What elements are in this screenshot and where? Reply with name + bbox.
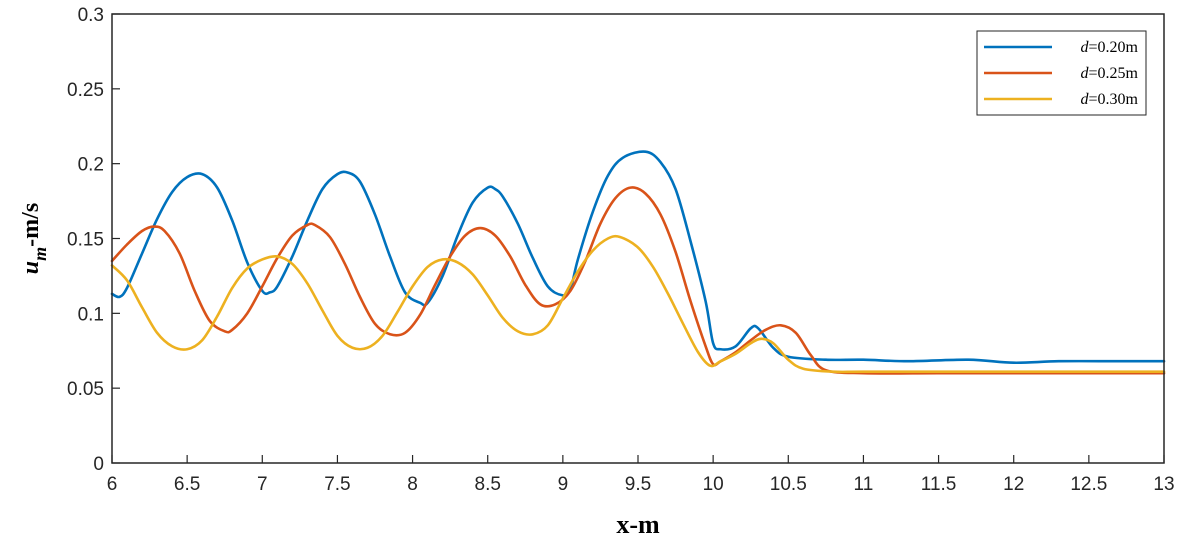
x-tick-label: 10.5 [770,474,807,495]
y-tick-label: 0.05 [67,379,104,400]
y-tick-label: 0.2 [78,155,104,176]
ticks-layer: 6 6.5 7 7.5 8 8.5 9 9.5 10 10.5 11 11.5 12 12.5 13 0 0.0… [67,5,1175,495]
x-tick-label: 9 [558,474,569,495]
legend-label-symbol: d [1081,65,1090,82]
y-tick-label: 0.1 [78,304,104,325]
y-label-unit: -m/s [18,203,44,247]
y-tick-label: 0 [93,454,104,475]
legend-label-symbol: d [1081,39,1090,56]
x-tick-label: 7 [257,474,268,495]
lines-layer [110,150,1166,375]
series-line-3 [110,234,1166,374]
x-tick-label: 8.5 [475,474,501,495]
x-tick-label: 9.5 [625,474,651,495]
legend-label: d=0.25m [1081,65,1139,82]
legend-label: d=0.20m [1081,39,1139,56]
x-tick-label: 12 [1003,474,1024,495]
legend-label-symbol: d [1081,91,1090,108]
y-label-symbol: u [18,261,44,274]
plot-frame [111,13,1165,464]
legend-label-value: =0.30m [1089,91,1139,108]
x-tick-label: 6.5 [174,474,200,495]
y-tick-label: 0.25 [67,80,104,101]
y-tick-label: 0.15 [67,230,104,251]
legend-label-value: =0.20m [1089,39,1139,56]
x-tick-label: 11.5 [921,474,957,495]
legend-label: d=0.30m [1081,91,1139,108]
legend-label-value: =0.25m [1089,65,1139,82]
x-tick-label: 11 [854,474,874,495]
x-axis-label: x-m [616,510,660,539]
x-tick-label: 10 [703,474,724,495]
y-axis-label: um-m/s [18,203,50,274]
x-tick-label: 13 [1153,474,1174,495]
y-label-subscript: m [30,247,50,261]
series-line-1 [110,150,1166,365]
x-tick-label: 6 [107,474,118,495]
x-tick-label: 8 [407,474,418,495]
y-tick-label: 0.3 [78,5,104,26]
series-line-2 [110,186,1166,375]
x-tick-label: 12.5 [1070,474,1107,495]
x-tick-label: 7.5 [324,474,350,495]
